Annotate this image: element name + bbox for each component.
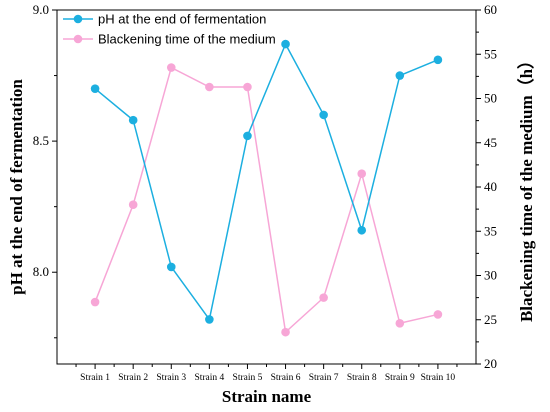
legend-swatch-marker [73,34,83,44]
y2-tick-label: 40 [484,179,497,194]
y2-tick-label: 25 [484,312,497,327]
x-tick-label: Strain 7 [309,373,339,383]
x-tick-label: Strain 2 [118,373,148,383]
blackening-point [357,169,367,179]
x-axis-title: Strain name [222,387,312,406]
y2-tick-label: 55 [484,46,497,61]
y-tick-label: 9.0 [33,2,49,17]
blackening-point [205,82,214,92]
ph-series [90,39,443,324]
legend-label: Blackening time of the medium [98,32,276,47]
blackening-point [166,63,176,72]
ph-point [395,71,405,80]
ph-point [166,262,176,272]
blackening-point [281,327,290,337]
y2-tick-label: 60 [484,2,497,17]
y2-tick-label: 35 [484,223,497,238]
plot-frame [56,9,477,365]
x-tick-label: Strain 10 [421,373,456,383]
x-tick-label: Strain 3 [156,373,186,383]
x-tick-label: Strain 9 [385,373,415,383]
ph-point [357,225,367,235]
x-tick-label: Strain 4 [194,373,224,383]
y2-tick-label: 20 [484,356,497,371]
blackening-point [395,318,405,328]
ph-point [243,131,252,141]
legend-label: pH at the end of fermentation [98,12,266,27]
x-tick-label: Strain 8 [347,373,377,383]
blackening-line [94,66,439,334]
legend-swatch-marker [73,14,83,24]
x-tick-label: Strain 1 [80,373,110,383]
ph-point [205,315,214,324]
axes: 8.0 8.5 9.0 20 25 30 35 40 45 50 55 60 Strain 1 Strai… [33,2,497,383]
blackening-series [90,63,443,337]
blackening-point [128,200,138,209]
blackening-point [319,293,328,302]
x-tick-label: Strain 5 [233,373,263,383]
y2-tick-label: 50 [484,91,497,106]
y2-tick-label: 30 [484,268,497,283]
y2-axis-title: Blackening time of the medium（h） [516,52,536,322]
ph-point [433,55,443,65]
y-tick-label: 8.5 [33,133,49,148]
ph-point [281,39,290,49]
ph-point [128,115,138,125]
blackening-point [243,82,252,92]
blackening-point [433,310,443,319]
y2-tick-label: 45 [484,135,497,150]
x-tick-label: Strain 6 [271,373,301,383]
ph-point [90,84,100,93]
y-axis-title: pH at the end of fermentation [7,79,26,295]
ph-point [319,110,328,120]
y-tick-label: 8.0 [33,264,49,279]
ph-line [94,42,439,322]
legend: pH at the end of fermentation Blackening … [63,12,276,47]
blackening-point [90,297,100,307]
